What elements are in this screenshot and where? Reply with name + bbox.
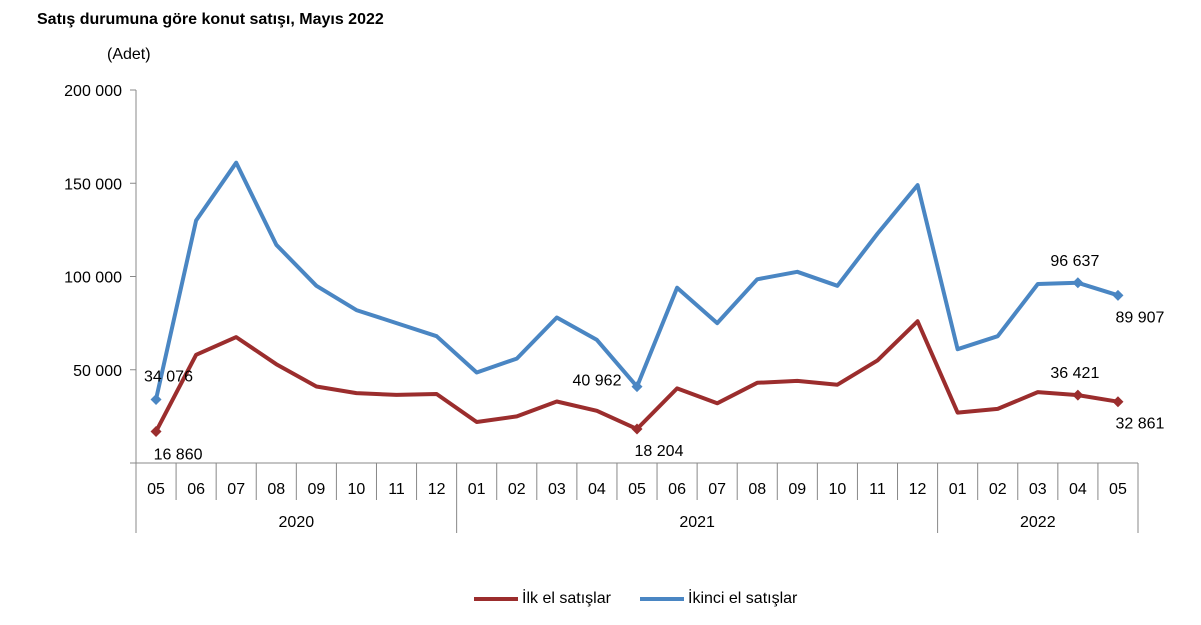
x-tick-label: 06 bbox=[187, 481, 205, 498]
data-label: 16 860 bbox=[154, 447, 203, 464]
data-point-ilk-el bbox=[150, 426, 162, 438]
x-tick-label: 01 bbox=[949, 481, 967, 498]
series-line-ilk-el bbox=[154, 319, 1120, 434]
x-tick-label: 07 bbox=[227, 481, 245, 498]
x-tick-label: 10 bbox=[348, 481, 366, 498]
x-tick-label: 11 bbox=[869, 481, 886, 498]
x-tick-label: 11 bbox=[388, 481, 405, 498]
x-tick-label: 03 bbox=[1029, 481, 1047, 498]
legend-item-ilk-el: İlk el satışlar bbox=[474, 590, 611, 608]
data-point-ikinci-el bbox=[1112, 289, 1124, 301]
year-label: 2021 bbox=[679, 514, 715, 531]
y-tick-label: 100 000 bbox=[64, 270, 122, 287]
x-tick-label: 06 bbox=[668, 481, 686, 498]
data-label: 34 076 bbox=[144, 368, 193, 385]
data-label: 96 637 bbox=[1050, 253, 1099, 270]
data-point-ikinci-el bbox=[150, 393, 162, 405]
x-tick-label: 12 bbox=[909, 481, 927, 498]
legend-label-ikinci-el: İkinci el satışlar bbox=[688, 590, 798, 607]
x-tick-label: 10 bbox=[829, 481, 847, 498]
data-point-ikinci-el bbox=[1072, 277, 1084, 289]
data-point-ilk-el bbox=[1112, 396, 1124, 408]
chart-title: Satış durumuna göre konut satışı, Mayıs … bbox=[37, 11, 384, 28]
x-tick-label: 05 bbox=[628, 481, 646, 498]
data-point-ilk-el bbox=[1072, 389, 1084, 401]
x-tick-label: 08 bbox=[267, 481, 285, 498]
data-label: 40 962 bbox=[573, 373, 622, 390]
year-label: 2022 bbox=[1020, 514, 1056, 531]
x-tick-label: 09 bbox=[307, 481, 325, 498]
x-tick-label: 01 bbox=[468, 481, 486, 498]
legend-swatch-ikinci-el bbox=[640, 597, 684, 601]
year-label: 2020 bbox=[279, 514, 315, 531]
x-tick-label: 07 bbox=[708, 481, 726, 498]
x-tick-label: 03 bbox=[548, 481, 566, 498]
x-tick-label: 12 bbox=[428, 481, 446, 498]
x-tick-label: 04 bbox=[588, 481, 606, 498]
x-tick-label: 05 bbox=[1109, 481, 1127, 498]
data-label: 36 421 bbox=[1050, 365, 1099, 382]
legend-label-ilk-el: İlk el satışlar bbox=[522, 590, 611, 607]
data-label: 18 204 bbox=[635, 443, 684, 460]
legend-item-ikinci-el: İkinci el satışlar bbox=[640, 590, 797, 608]
x-tick-label: 05 bbox=[147, 481, 165, 498]
x-tick-label: 02 bbox=[989, 481, 1007, 498]
legend-swatch-ilk-el bbox=[474, 597, 518, 601]
y-tick-label: 50 000 bbox=[73, 363, 122, 380]
series-line-ikinci-el bbox=[154, 160, 1120, 402]
x-tick-label: 02 bbox=[508, 481, 526, 498]
x-tick-label: 08 bbox=[748, 481, 766, 498]
x-tick-label: 09 bbox=[788, 481, 806, 498]
y-axis-unit-label: (Adet) bbox=[107, 46, 151, 63]
data-label: 32 861 bbox=[1115, 416, 1164, 433]
data-label: 89 907 bbox=[1115, 309, 1164, 326]
data-point-ilk-el bbox=[631, 423, 643, 435]
y-tick-label: 200 000 bbox=[64, 83, 122, 100]
y-tick-label: 150 000 bbox=[64, 176, 122, 193]
data-point-ikinci-el bbox=[631, 381, 643, 393]
x-tick-label: 04 bbox=[1069, 481, 1087, 498]
